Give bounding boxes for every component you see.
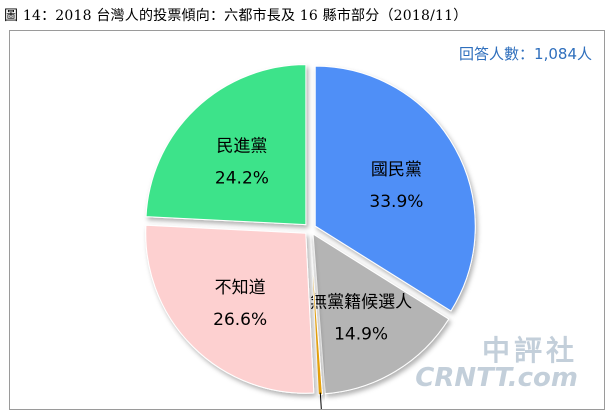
slice-4-name-label: 民進黨 xyxy=(216,136,267,156)
slice-4-value-label: 24.2% xyxy=(215,168,269,188)
slice-1-name-label: 無黨籍候選人 xyxy=(310,293,412,313)
slice-0-name-label: 國民黨 xyxy=(371,160,422,180)
slice-4-wedge xyxy=(145,64,307,226)
watermark-logo: 中評社 CRNTT.com xyxy=(415,334,578,393)
slice-3-name-label: 不知道 xyxy=(215,278,266,298)
slice-0-value-label: 33.9% xyxy=(369,192,423,212)
chart-caption: 圖 14：2018 台灣人的投票傾向：六都市長及 16 縣市部分（2018/11… xyxy=(4,8,468,24)
slice-0-wedge xyxy=(314,65,476,312)
pie-chart: 國民黨33.9%無黨籍候選人14.9%其他小黨0.4%不知道26.6%民進黨24… xyxy=(145,64,476,409)
slice-3-wedge xyxy=(145,224,315,394)
slice-2-leader-line xyxy=(319,392,322,409)
slice-1-value-label: 14.9% xyxy=(334,325,388,345)
respondent-count: 回答人數：1,084人 xyxy=(459,45,592,63)
watermark-latin: CRNTT.com xyxy=(415,363,578,393)
chart-frame: 回答人數：1,084人 國民黨33.9%無黨籍候選人14.9%其他小黨0.4%不… xyxy=(9,30,605,410)
slice-3-value-label: 26.6% xyxy=(213,310,267,330)
slice-1-wedge xyxy=(312,233,450,395)
watermark-chinese: 中評社 xyxy=(481,334,578,367)
